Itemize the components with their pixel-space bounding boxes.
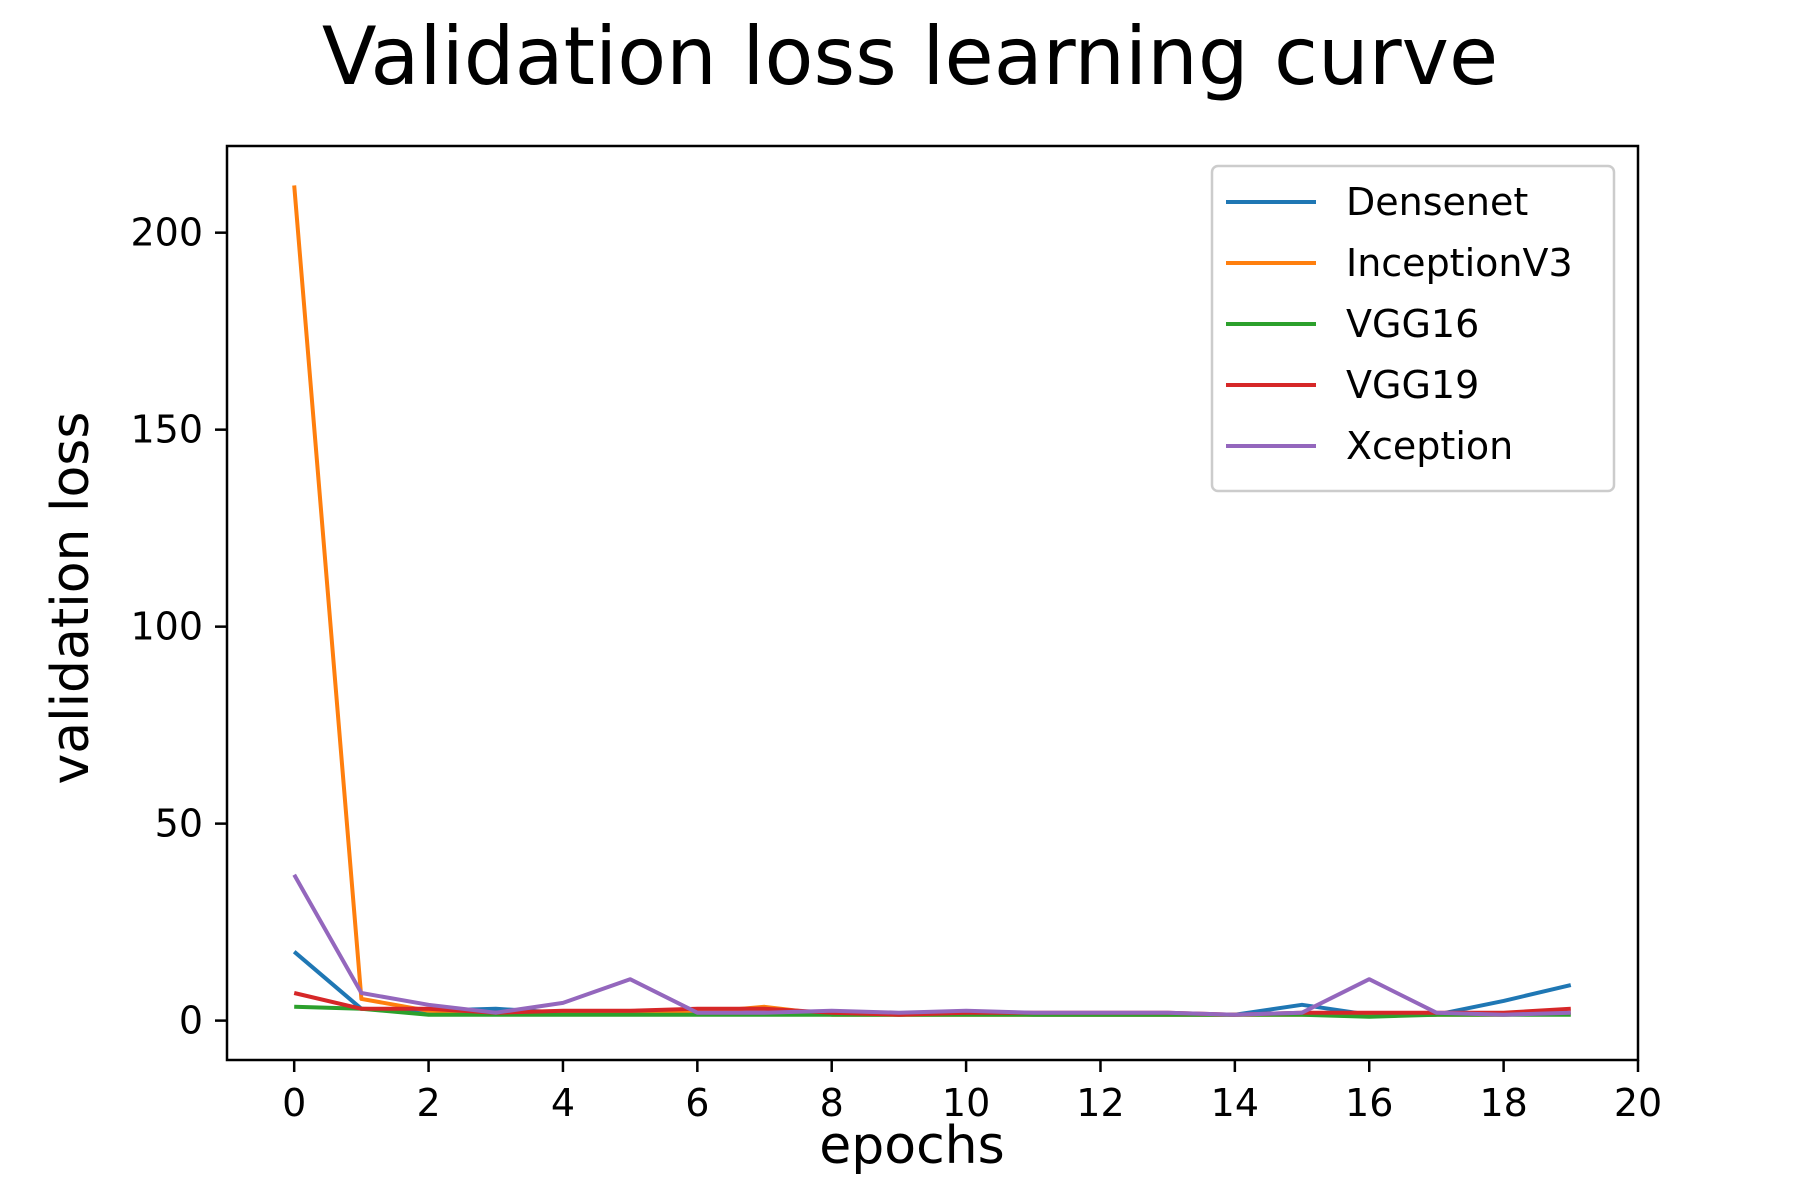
x-axis-label: epochs (819, 1116, 1004, 1176)
y-axis-ticks: 0 50 100 150 200 (130, 211, 227, 1043)
axes-frame (225, 144, 1640, 1062)
x-tick-label: 2 (416, 1081, 440, 1125)
y-tick-label: 100 (130, 605, 203, 649)
x-tick-label: 4 (551, 1081, 575, 1125)
legend-label-densenet: Densenet (1346, 180, 1528, 224)
legend-box (1210, 164, 1616, 493)
y-tick-label: 150 (130, 408, 203, 452)
y-axis-label: validation loss (41, 412, 101, 785)
x-tick-label: 12 (1076, 1081, 1124, 1125)
legend: Densenet InceptionV3 VGG16 VGG19 Xception (1210, 164, 1616, 493)
series-line-xception (292, 873, 1571, 1017)
legend-label-xception: Xception (1346, 424, 1513, 468)
x-tick-label: 16 (1345, 1081, 1393, 1125)
y-tick-label: 200 (130, 211, 203, 255)
y-tick-label: 50 (155, 802, 203, 846)
x-tick-label: 14 (1211, 1081, 1259, 1125)
legend-label-inceptionv3: InceptionV3 (1346, 241, 1573, 285)
legend-label-vgg16: VGG16 (1346, 302, 1479, 346)
x-tick-label: 20 (1614, 1081, 1662, 1125)
y-tick-label: 0 (179, 999, 203, 1043)
plot-area (225, 144, 1640, 1062)
x-tick-label: 0 (282, 1081, 306, 1125)
legend-label-vgg19: VGG19 (1346, 363, 1479, 407)
chart-title: Validation loss learning curve (322, 10, 1498, 103)
x-tick-label: 6 (685, 1081, 709, 1125)
x-axis-ticks: 0 2 4 6 8 10 12 14 16 18 20 (282, 1060, 1662, 1125)
x-tick-label: 10 (942, 1081, 990, 1125)
x-tick-label: 18 (1479, 1081, 1527, 1125)
x-tick-label: 8 (820, 1081, 844, 1125)
